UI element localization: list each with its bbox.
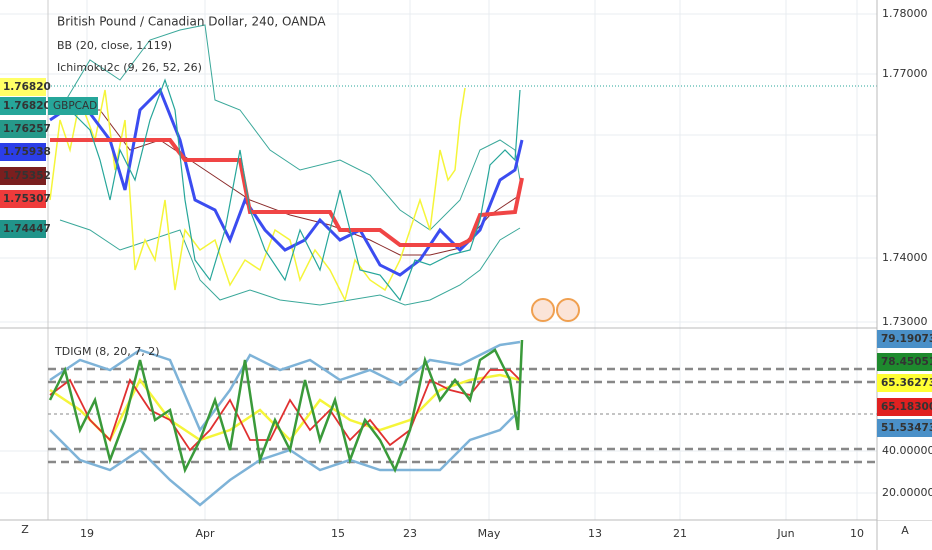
price-line [49,78,521,302]
price-pane [48,24,877,306]
price-label: 1.76820 [3,100,51,112]
price-label: 1.74447 [3,223,51,235]
price-label-bg [0,97,46,115]
corner: Z [21,523,29,536]
price-label: 1.76257 [3,123,51,135]
osc-label-bg [877,330,932,348]
price-tick: 1.74000 [882,251,928,264]
base-line [50,138,524,247]
osc-tick: 40.00000 [882,444,932,457]
osc-label-bg [877,353,932,371]
price-label-bg [0,167,46,185]
time-tick: Jun [776,527,794,540]
osc-label-bg [877,374,932,392]
fast-line [49,369,521,452]
price-label-bg [0,143,46,161]
price-label: 1.75352 [3,170,51,182]
osc-tick: 20.00000 [882,486,932,499]
oscillator-pane [48,339,877,507]
rsi-line [48,339,524,474]
price-label-bg [0,190,46,208]
price-label-bg [0,220,46,238]
time-tick: 13 [588,527,602,540]
price-tick: 1.77000 [882,67,928,80]
price-label: 1.76820 [3,81,51,93]
price-label: 1.75307 [3,193,51,205]
lagging-line [49,87,466,303]
time-tick: 21 [673,527,687,540]
symbol-tag-bg [48,97,98,115]
osc-label-bg [877,398,932,416]
osc-title: TDIGM (8, 20, 7, 2) [54,345,160,358]
time-tick: Apr [195,527,215,540]
price-label-bg [0,78,46,96]
price-tick: 1.78000 [882,7,928,20]
time-tick: May [478,527,501,540]
time-tick: 19 [80,527,94,540]
price-label: 1.75938 [3,146,51,158]
osc-label: 65.18300 [881,401,932,413]
osc-label: 79.19073 [881,333,932,345]
bb-basis [60,109,521,256]
upper-band [49,340,521,433]
indicator: Ichimoku2c (9, 26, 52, 26) [57,61,202,74]
osc-label: 65.36273 [881,377,932,389]
price-tick: 1.73000 [882,315,928,328]
corner: A [901,524,909,537]
time-tick: 23 [403,527,417,540]
osc-label-bg [877,419,932,437]
time-tick: 15 [331,527,345,540]
osc-label: 78.45051 [881,356,932,368]
symbol-tag: GBPCAD [53,100,97,112]
osc-label: 51.53473 [881,422,932,434]
title: British Pound / Canadian Dollar, 240, OA… [57,15,326,29]
event-icons [531,298,580,322]
indicator: BB (20, close, 1.119) [57,39,172,52]
time-tick: 10 [850,527,864,540]
bb-upper [59,24,521,231]
price-label-bg [0,120,46,138]
